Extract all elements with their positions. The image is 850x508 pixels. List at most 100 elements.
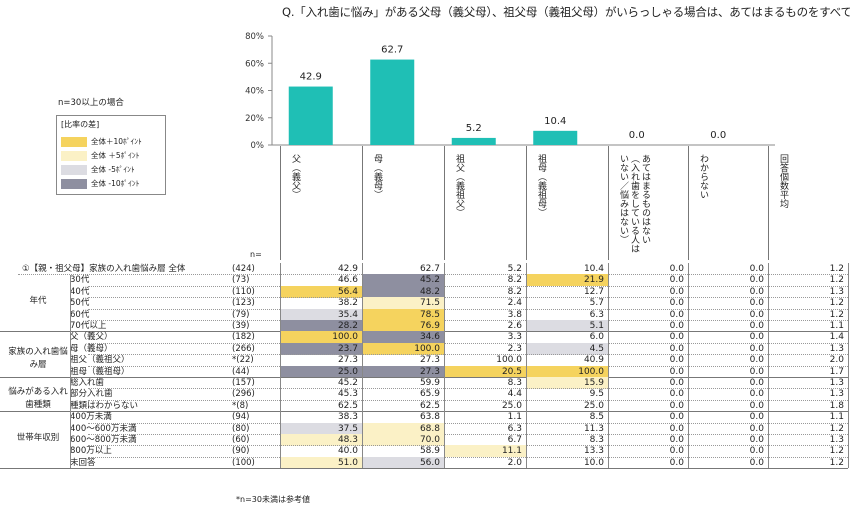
table-cell: 0.0 bbox=[669, 412, 684, 423]
row-label: 部分入れ歯 bbox=[70, 389, 113, 400]
column-header-label: 母（義母） bbox=[372, 154, 382, 199]
column-divider bbox=[362, 263, 363, 469]
group-divider bbox=[0, 377, 848, 378]
table-cell: 0.0 bbox=[749, 355, 764, 366]
table-cell: 1.1 bbox=[507, 412, 522, 423]
table-cell: 1.3 bbox=[829, 343, 844, 354]
table-cell: 0.0 bbox=[669, 298, 684, 309]
table-cell: 25.0 bbox=[583, 400, 604, 411]
table-cell: 1.2 bbox=[829, 423, 844, 434]
row-label: 総入れ歯 bbox=[70, 378, 105, 388]
row-divider bbox=[88, 285, 848, 287]
y-tick-label: 20% bbox=[245, 114, 264, 124]
row-n: (266) bbox=[232, 343, 255, 354]
row-label: 70代以上 bbox=[70, 321, 107, 331]
column-header-label: あてはまるものはない（入れ歯をしている人はいない／悩みはない） bbox=[618, 154, 650, 253]
table-cell: 0.0 bbox=[669, 446, 684, 457]
table-cell: 5.7 bbox=[589, 298, 604, 309]
y-tick-label: 0% bbox=[251, 141, 265, 150]
table-row: 400～600万未満 (80) 37.5 68.8 6.3 11.3 0.0 0.0 1.2 bbox=[18, 422, 848, 435]
row-n: (44) bbox=[232, 366, 250, 377]
table-cell: 0.0 bbox=[669, 355, 684, 366]
table-cell: 4.4 bbox=[507, 389, 522, 400]
table-row: 800万以上 (90) 40.0 58.9 11.1 13.3 0.0 0.0 1.2 bbox=[18, 445, 848, 458]
legend-label: 全体 ＋5ﾎﾟｲﾝﾄ bbox=[91, 151, 140, 160]
column-divider bbox=[608, 263, 609, 469]
group-label: 悩みがある入れ歯種類 bbox=[8, 387, 68, 411]
row-n: (39) bbox=[232, 321, 250, 331]
row-n: (424) bbox=[232, 264, 255, 274]
table-cell: 0.0 bbox=[669, 264, 684, 274]
table-row: 60代 (79) 35.4 78.5 3.8 6.3 0.0 0.0 1.2 bbox=[18, 308, 848, 321]
table-cell: 1.4 bbox=[829, 332, 844, 343]
table-cell: 27.3 bbox=[362, 365, 444, 378]
bar-value-label: 62.7 bbox=[381, 45, 403, 56]
table-cell: 0.0 bbox=[669, 389, 684, 400]
row-n: (157) bbox=[232, 378, 255, 388]
column-header: 祖父（義祖父） bbox=[444, 146, 527, 260]
row-n: (123) bbox=[232, 298, 255, 309]
table-cell: 1.2 bbox=[829, 275, 844, 286]
legend-item: 全体 ＋5ﾎﾟｲﾝﾄ bbox=[61, 150, 165, 162]
legend-item: 全体 -5ﾎﾟｲﾝﾄ bbox=[61, 164, 165, 176]
table-cell: 11.3 bbox=[583, 423, 604, 434]
table-cell: 0.0 bbox=[669, 343, 684, 354]
row-label: 祖父（義祖父） bbox=[70, 355, 130, 366]
row-label: 40代 bbox=[70, 286, 90, 297]
row-n: (100) bbox=[232, 457, 255, 468]
column-divider bbox=[768, 263, 769, 469]
table-cell: 21.9 bbox=[526, 274, 608, 287]
row-divider bbox=[88, 456, 848, 458]
row-label: 400～600万未満 bbox=[70, 423, 137, 434]
table-cell: 34.6 bbox=[362, 331, 444, 344]
bar bbox=[533, 130, 578, 145]
table-cell: 28.2 bbox=[280, 320, 362, 332]
row-label: 未回答 bbox=[70, 457, 96, 468]
table-cell: 2.3 bbox=[507, 343, 522, 354]
group-label: 世帯年収別 bbox=[16, 432, 60, 443]
table-cell: 40.0 bbox=[337, 446, 358, 457]
table-cell: 0.0 bbox=[669, 457, 684, 468]
column-header: 父（義父） bbox=[280, 146, 363, 260]
row-n: *(22) bbox=[232, 355, 254, 366]
table-cell: 3.8 bbox=[507, 309, 522, 320]
legend-swatch bbox=[61, 165, 87, 175]
row-n: (90) bbox=[232, 446, 250, 457]
legend: [比率の差] 全体＋10ﾎﾟｲﾝﾄ 全体 ＋5ﾎﾟｲﾝﾄ 全体 -5ﾎﾟｲﾝﾄ … bbox=[56, 115, 166, 195]
row-divider bbox=[88, 297, 848, 299]
table-cell: 100.0 bbox=[362, 342, 444, 355]
legend-item: 全体 -10ﾎﾟｲﾝﾄ bbox=[61, 178, 165, 190]
table-cell: 0.0 bbox=[669, 321, 684, 331]
table-cell: 8.3 bbox=[589, 435, 604, 445]
table-cell: 100.0 bbox=[526, 365, 608, 378]
table-row: 未回答 (100) 51.0 56.0 2.0 10.0 0.0 0.0 1.2 bbox=[18, 456, 848, 469]
table-cell: 6.7 bbox=[507, 435, 522, 445]
column-divider bbox=[526, 263, 527, 469]
table-row: 600～800万未満 (60) 48.3 70.0 6.7 8.3 0.0 0.0 1.3 bbox=[18, 434, 848, 446]
sample-note: n=30以上の場合 bbox=[58, 98, 124, 108]
table-cell: 1.1 bbox=[829, 412, 844, 423]
row-divider bbox=[88, 354, 848, 356]
row-label: 種類はわからない bbox=[70, 400, 139, 411]
column-divider bbox=[280, 263, 281, 469]
table-cell: 2.6 bbox=[507, 321, 522, 331]
table-cell: 0.0 bbox=[669, 366, 684, 377]
y-tick-label: 40% bbox=[245, 87, 264, 97]
column-header: わからない bbox=[688, 146, 769, 260]
table-cell: 25.0 bbox=[280, 365, 362, 378]
table-cell: 0.0 bbox=[749, 446, 764, 457]
table-row: 50代 (123) 38.2 71.5 2.4 5.7 0.0 0.0 1.2 bbox=[18, 297, 848, 310]
footnote: *n=30未満は参考値 bbox=[236, 495, 310, 504]
bar bbox=[370, 59, 415, 145]
table-cell: 70.0 bbox=[362, 434, 444, 446]
row-n: (296) bbox=[232, 389, 255, 400]
row-label: 母（義母） bbox=[70, 343, 113, 354]
table-cell: 71.5 bbox=[362, 297, 444, 310]
table-cell: 1.1 bbox=[829, 321, 844, 331]
table-cell: 0.0 bbox=[669, 378, 684, 388]
table-header: 父（義父） 母（義母） 祖父（義祖父） 祖母（義祖母） あてはまるものはない（入れ歯をし… bbox=[280, 146, 848, 260]
table-cell: 62.7 bbox=[419, 264, 440, 274]
table-cell: 2.4 bbox=[507, 298, 522, 309]
table-cell: 48.3 bbox=[280, 434, 362, 446]
table-cell: 56.0 bbox=[362, 456, 444, 469]
